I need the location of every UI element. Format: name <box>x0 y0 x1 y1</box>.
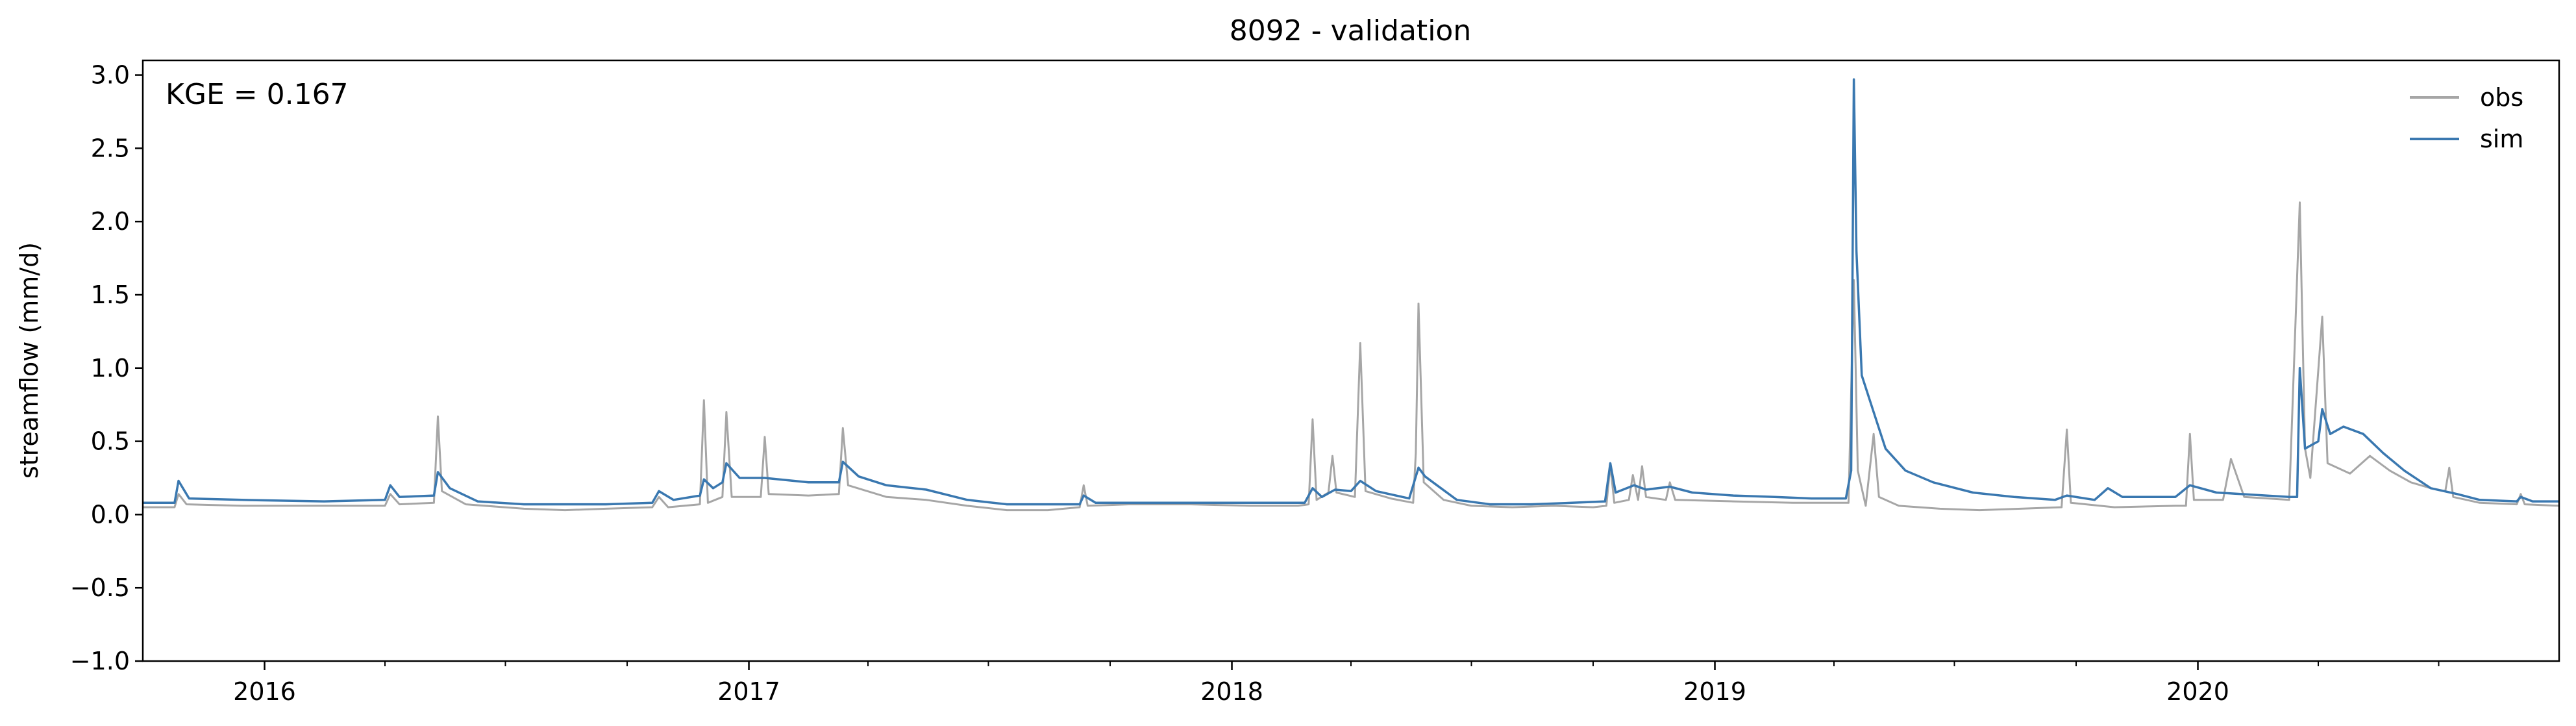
y-ticks: −1.0 −0.5 0.0 0.5 1.0 1.5 2.0 2.5 3.0 <box>70 61 143 675</box>
plot-frame <box>142 59 2560 662</box>
x-tick-label: 2019 <box>1683 677 1746 706</box>
y-tick-label: −0.5 <box>70 573 130 602</box>
y-tick-label: −1.0 <box>70 647 130 675</box>
x-tick-label: 2018 <box>1200 677 1263 706</box>
legend-label-obs: obs <box>2480 83 2523 112</box>
kge-annotation: KGE = 0.167 <box>166 78 349 111</box>
series-layer <box>143 78 2560 512</box>
y-tick-label: 2.0 <box>91 207 130 236</box>
y-tick-label: 0.0 <box>91 500 130 529</box>
y-tick-label: 2.5 <box>91 134 130 162</box>
series-line-sim <box>143 78 2559 506</box>
legend-label-sim: sim <box>2480 125 2523 153</box>
y-tick-label: 3.0 <box>91 61 130 90</box>
chart-title: 8092 - validation <box>1230 14 1471 47</box>
legend: obs sim <box>2410 83 2523 153</box>
x-tick-label: 2020 <box>2166 677 2229 706</box>
x-tick-label: 2016 <box>233 677 296 706</box>
y-tick-label: 0.5 <box>91 427 130 456</box>
x-ticks: 2016 2017 2018 2019 2020 <box>233 661 2440 706</box>
y-tick-label: 1.0 <box>91 354 130 382</box>
y-tick-label: 1.5 <box>91 281 130 309</box>
x-tick-label: 2017 <box>717 677 780 706</box>
y-axis-label: streamflow (mm/d) <box>15 242 43 479</box>
series-line-obs <box>143 201 2560 512</box>
